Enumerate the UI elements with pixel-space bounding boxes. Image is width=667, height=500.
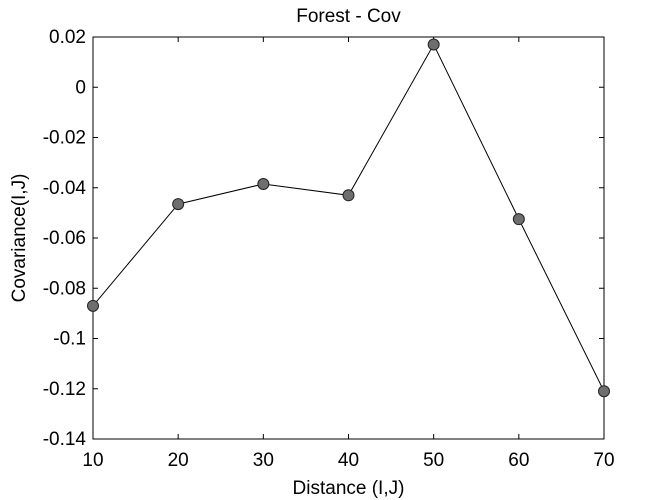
x-tick-label: 50	[423, 450, 444, 471]
y-tick-label: -0.1	[53, 329, 86, 350]
data-point	[257, 177, 270, 190]
chart-title: Forest - Cov	[296, 6, 401, 27]
series-layer	[87, 38, 610, 398]
y-tick-label: -0.04	[43, 178, 87, 199]
x-axis: 10 20 30 40 50 60 70	[82, 37, 615, 471]
data-point	[512, 213, 525, 226]
y-tick-label: -0.06	[43, 228, 86, 249]
x-tick-label: 40	[338, 450, 359, 471]
x-tick-label: 10	[82, 450, 103, 471]
x-tick-label: 70	[593, 450, 614, 471]
y-tick-label: -0.02	[43, 128, 86, 149]
x-tick-label: 60	[508, 450, 529, 471]
x-tick-label: 30	[253, 450, 274, 471]
y-tick-label: -0.12	[43, 379, 86, 400]
y-tick-label: 0	[75, 77, 86, 98]
data-point	[342, 189, 355, 202]
data-point	[598, 385, 610, 398]
x-axis-label: Distance (I,J)	[293, 478, 405, 499]
y-tick-label: -0.14	[43, 429, 87, 450]
y-tick-label: 0.02	[49, 27, 86, 48]
y-axis-label: Covariance(I,J)	[9, 174, 30, 303]
data-point	[87, 299, 99, 312]
y-axis: 0.02 0 -0.02 -0.04 -0.06 -0.08 -0.1 -0.12 -0.14	[43, 27, 604, 450]
data-point	[427, 38, 440, 51]
data-point	[172, 198, 185, 211]
x-tick-label: 20	[168, 450, 189, 471]
y-tick-label: -0.08	[43, 278, 86, 299]
plot-area	[92, 36, 605, 440]
